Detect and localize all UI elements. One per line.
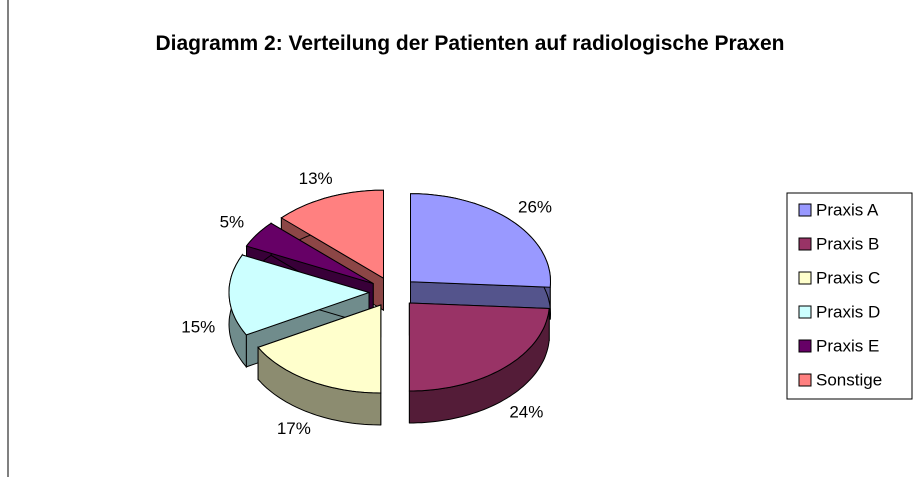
- pie-slice: [408, 302, 550, 424]
- legend-swatch: [798, 339, 812, 353]
- slice-top: [257, 304, 382, 394]
- chart-title: Diagramm 2: Verteilung der Patienten auf…: [155, 32, 785, 55]
- slice-top: [280, 189, 384, 280]
- legend-swatch: [798, 373, 812, 387]
- legend-label: Praxis A: [816, 200, 879, 219]
- data-label: 5%: [220, 213, 245, 232]
- legend-swatch: [798, 237, 812, 251]
- legend-swatch: [798, 271, 812, 285]
- legend-label: Praxis D: [816, 302, 880, 321]
- data-label: 13%: [299, 169, 333, 188]
- pie-slice: [257, 304, 382, 426]
- slice-top: [410, 193, 552, 288]
- legend-label: Praxis E: [816, 336, 879, 355]
- slice-top: [245, 222, 374, 284]
- slice-top: [228, 254, 371, 336]
- slice-top: [408, 302, 550, 392]
- legend-label: Praxis B: [816, 234, 879, 253]
- data-label: 24%: [509, 403, 543, 422]
- legend-label: Sonstige: [816, 370, 882, 389]
- data-label: 15%: [181, 317, 215, 336]
- legend-box: [786, 192, 913, 400]
- legend-swatch: [798, 203, 812, 217]
- legend-label: Praxis C: [816, 268, 880, 287]
- legend-swatch: [798, 305, 812, 319]
- data-label: 17%: [277, 419, 311, 438]
- data-label: 26%: [518, 198, 552, 217]
